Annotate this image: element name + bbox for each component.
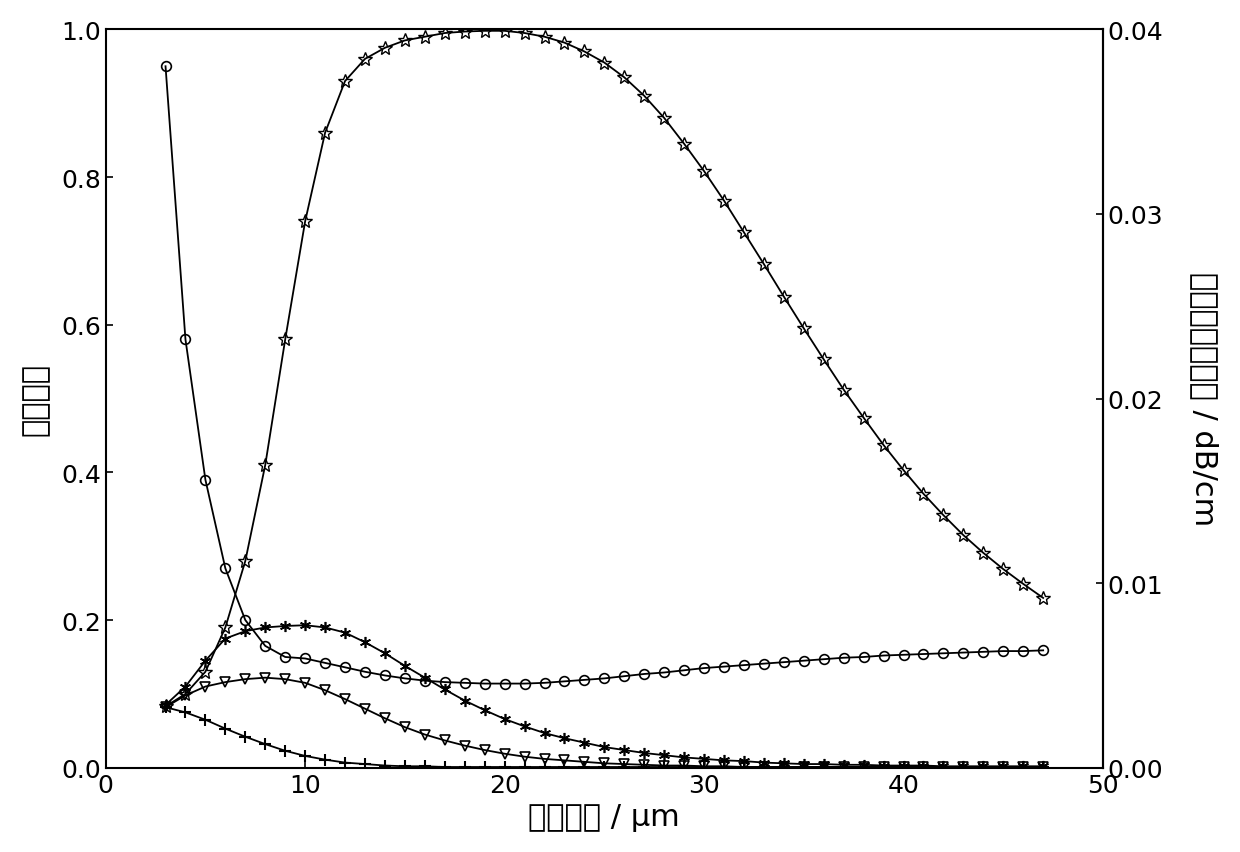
- Y-axis label: 耦合效率: 耦合效率: [21, 363, 50, 435]
- Y-axis label: 总散射损耗系数 / dB/cm: 总散射损耗系数 / dB/cm: [1190, 272, 1219, 526]
- X-axis label: 模场半径 / μm: 模场半径 / μm: [528, 803, 681, 832]
